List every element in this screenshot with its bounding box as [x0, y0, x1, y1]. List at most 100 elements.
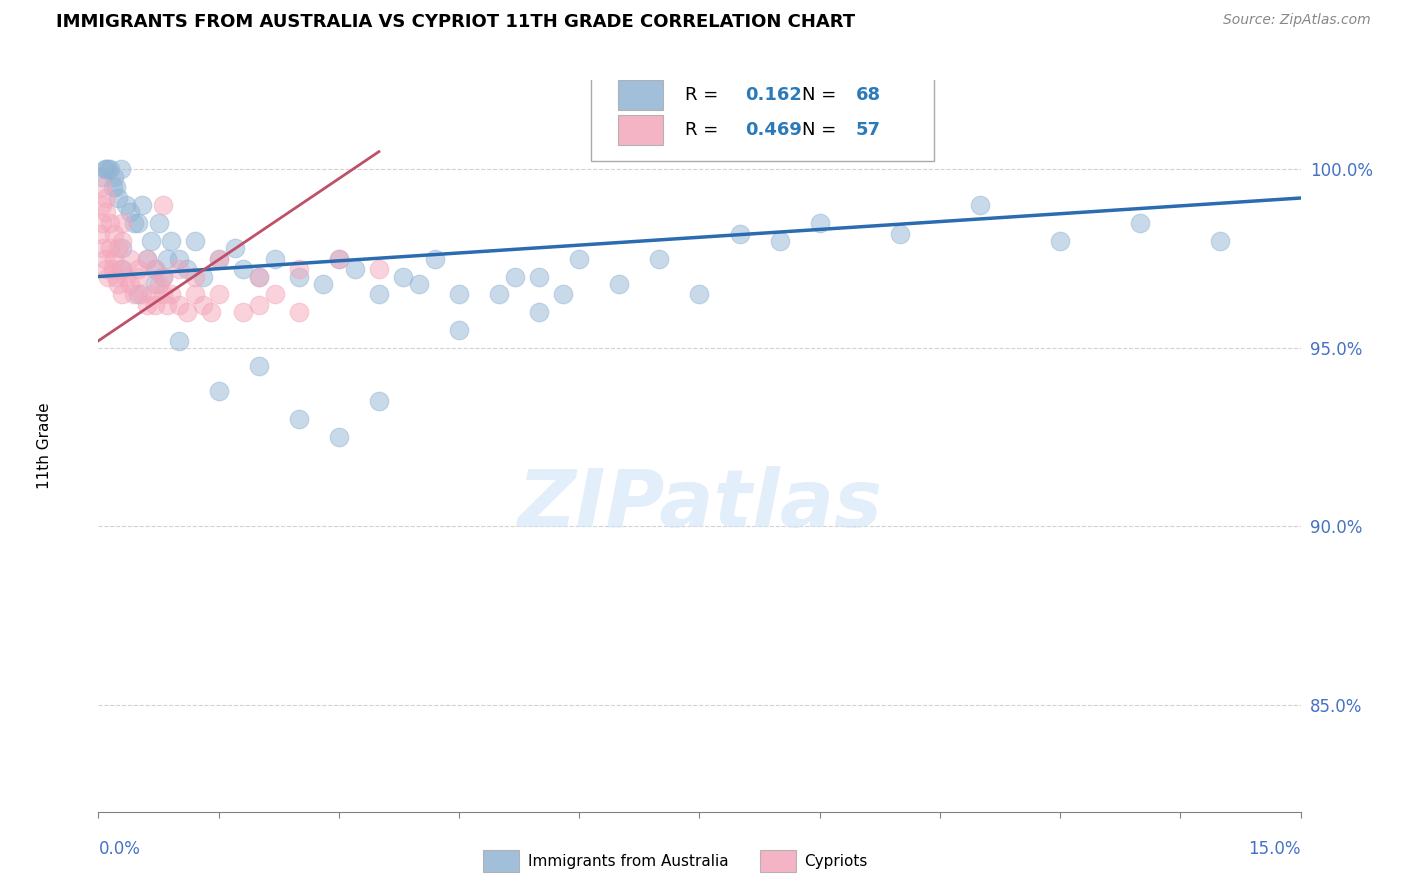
Point — [159, 287, 181, 301]
Point — [152, 269, 174, 284]
Point — [312, 277, 335, 291]
Point — [107, 191, 129, 205]
Point — [609, 277, 631, 291]
Point — [91, 180, 114, 194]
Point — [111, 241, 134, 255]
Point — [368, 262, 391, 277]
Point — [503, 269, 526, 284]
Point — [808, 216, 831, 230]
Point — [107, 241, 129, 255]
Point — [152, 198, 174, 212]
Point — [96, 162, 118, 177]
Text: N =: N = — [801, 121, 837, 139]
Point — [167, 252, 190, 266]
Point — [120, 277, 142, 291]
Point — [768, 234, 790, 248]
Point — [167, 298, 190, 312]
Point — [115, 198, 138, 212]
Point — [96, 205, 118, 219]
Point — [167, 262, 190, 277]
Point — [247, 298, 270, 312]
Point — [423, 252, 446, 266]
Text: 68: 68 — [856, 86, 882, 103]
Point — [183, 287, 205, 301]
Point — [368, 287, 391, 301]
Text: 11th Grade: 11th Grade — [37, 402, 52, 490]
Point — [155, 298, 177, 312]
Text: 0.0%: 0.0% — [98, 840, 141, 858]
Point — [287, 269, 309, 284]
Bar — [759, 850, 796, 872]
Point — [328, 252, 350, 266]
Point — [343, 262, 366, 277]
Point — [728, 227, 751, 241]
Point — [101, 180, 124, 194]
Point — [103, 169, 125, 184]
Point — [124, 287, 146, 301]
Point — [97, 162, 120, 177]
Point — [128, 287, 150, 301]
Point — [208, 287, 231, 301]
Bar — [617, 80, 664, 110]
Point — [120, 205, 142, 219]
Point — [111, 262, 134, 277]
Text: ZIPatlas: ZIPatlas — [517, 466, 882, 543]
Point — [135, 298, 157, 312]
Point — [447, 287, 470, 301]
Point — [247, 269, 270, 284]
Point — [96, 262, 118, 277]
Text: 0.469: 0.469 — [745, 121, 801, 139]
Point — [111, 234, 134, 248]
Point — [111, 287, 134, 301]
Point — [91, 198, 114, 212]
Point — [148, 277, 170, 291]
Point — [688, 287, 710, 301]
Point — [131, 198, 153, 212]
Point — [155, 252, 177, 266]
Point — [263, 252, 285, 266]
Point — [1129, 216, 1152, 230]
Text: 0.162: 0.162 — [745, 86, 801, 103]
Point — [969, 198, 991, 212]
Point — [191, 298, 214, 312]
Point — [100, 162, 122, 177]
Point — [115, 269, 138, 284]
Point — [135, 252, 157, 266]
Point — [328, 252, 350, 266]
Point — [101, 262, 124, 277]
Text: 57: 57 — [856, 121, 880, 139]
Point — [128, 216, 150, 230]
Point — [392, 269, 415, 284]
Point — [91, 241, 114, 255]
Point — [105, 269, 128, 284]
Point — [208, 252, 231, 266]
Point — [247, 359, 270, 373]
Point — [408, 277, 430, 291]
Point — [208, 384, 231, 398]
Point — [183, 234, 205, 248]
Point — [553, 287, 575, 301]
Point — [648, 252, 671, 266]
Point — [152, 269, 174, 284]
Text: R =: R = — [685, 86, 718, 103]
Point — [139, 234, 162, 248]
Point — [143, 277, 166, 291]
Point — [120, 252, 142, 266]
Point — [143, 262, 166, 277]
Point — [128, 262, 150, 277]
Point — [447, 323, 470, 337]
Point — [529, 305, 551, 319]
Text: Source: ZipAtlas.com: Source: ZipAtlas.com — [1223, 13, 1371, 28]
Point — [287, 412, 309, 426]
Point — [263, 287, 285, 301]
Point — [90, 216, 112, 230]
Point — [368, 394, 391, 409]
Point — [287, 305, 309, 319]
Point — [247, 269, 270, 284]
Point — [135, 252, 157, 266]
Point — [97, 269, 120, 284]
Point — [103, 227, 125, 241]
Point — [143, 298, 166, 312]
Point — [232, 305, 254, 319]
Point — [568, 252, 591, 266]
